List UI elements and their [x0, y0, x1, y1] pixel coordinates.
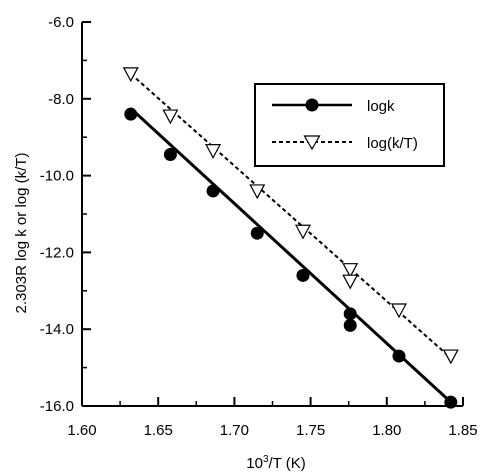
legend-marker-logkT [303, 135, 321, 151]
y-tick-label: -12.0 [40, 244, 74, 261]
x-axis-title: 103/T (K) [246, 454, 305, 472]
point-logk [296, 268, 310, 282]
y-axis-title: 2.303R log k or log (k/T) [13, 153, 30, 314]
point-logk [250, 226, 264, 240]
point-logkT [390, 303, 407, 319]
point-logkT [342, 263, 359, 278]
legend-box [254, 83, 445, 167]
point-logk [343, 318, 357, 332]
point-logkT [122, 67, 139, 83]
y-tick-label: -8.0 [48, 91, 74, 108]
point-logk [444, 395, 458, 409]
x-tick-label: 1.75 [296, 422, 325, 439]
legend-label-logkT: log(k/T) [367, 135, 418, 152]
x-tick-label: 1.60 [67, 422, 96, 439]
point-logk [124, 107, 138, 121]
x-tick-label: 1.80 [372, 422, 401, 439]
point-logkT [205, 144, 222, 159]
x-tick-label: 1.65 [144, 422, 173, 439]
point-logk [392, 349, 406, 363]
y-tick-label: -6.0 [48, 14, 74, 31]
fit-line-logkT [130, 73, 452, 359]
legend-marker-logk [305, 98, 319, 112]
point-logk [163, 147, 177, 161]
point-logkT [162, 109, 179, 125]
point-logkT [442, 349, 459, 365]
point-logk [206, 184, 220, 198]
point-logkT [294, 224, 311, 240]
y-tick-label: -16.0 [40, 398, 74, 415]
legend-label-logk: logk [367, 98, 395, 115]
point-logkT [342, 274, 359, 290]
x-tick-label: 1.85 [448, 422, 477, 439]
point-logkT [249, 184, 266, 200]
data-points [122, 67, 459, 409]
axes: -6.0 -8.0 -10.0 -12.0 -14.0 -16.0 1.60 1.65 1.70… [40, 14, 478, 439]
y-tick-label: -14.0 [40, 321, 74, 338]
legend: logk log(k/T) [254, 83, 445, 167]
point-logk [343, 307, 357, 321]
x-tick-label: 1.70 [220, 422, 249, 439]
y-tick-label: -10.0 [40, 168, 74, 185]
